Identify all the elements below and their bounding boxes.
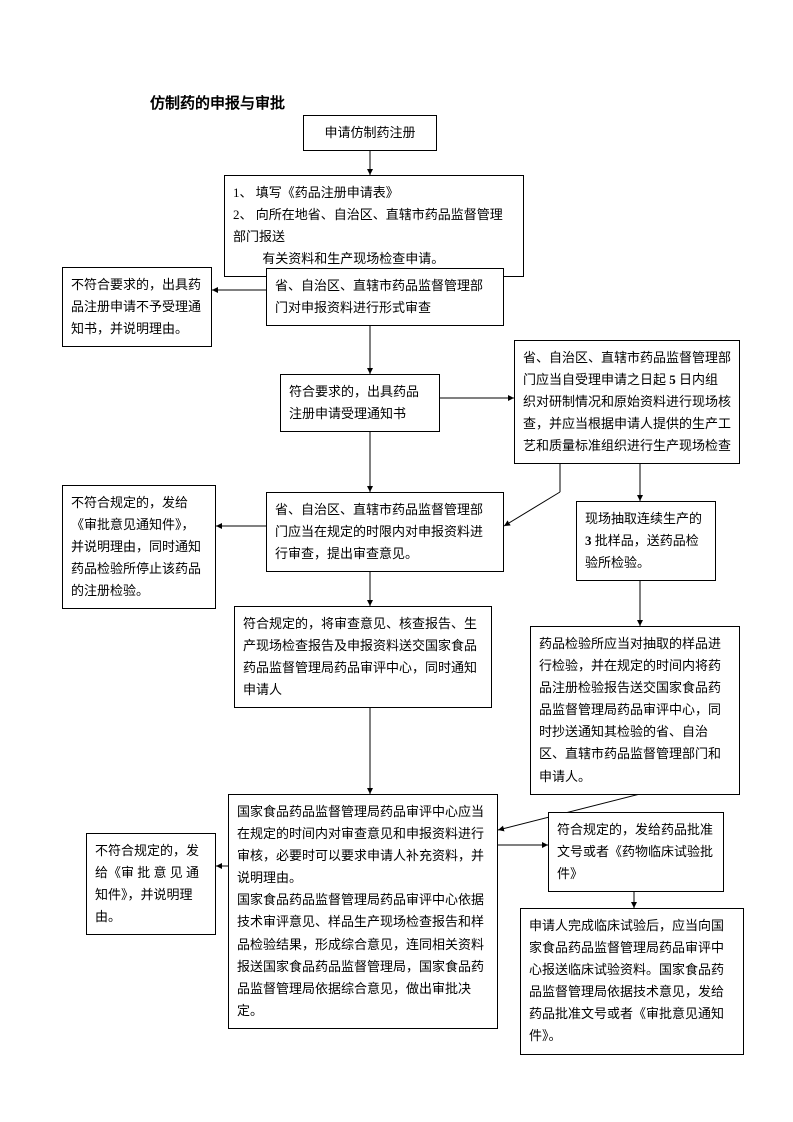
flow-node-n7L: 不符合规定的，发给《审 批 意 见 通 知件》，并说明理由。 [86, 833, 216, 935]
page-title: 仿制药的申报与审批 [150, 92, 285, 113]
flow-node-n4R: 省、自治区、直辖市药品监督管理部门应当自受理申请之日起 5 日内组织对研制情况和… [514, 340, 740, 464]
flow-node-n5: 省、自治区、直辖市药品监督管理部门应当在规定的时限内对申报资料进行审查，提出审查… [266, 492, 504, 572]
flow-node-n7R1: 符合规定的，发给药品批准文号或者《药物临床试验批件》 [548, 812, 724, 892]
flow-node-n1: 申请仿制药注册 [303, 115, 437, 151]
flow-node-n6: 符合规定的，将审查意见、核查报告、生产现场检查报告及申报资料送交国家食品药品监督… [234, 606, 492, 708]
flow-node-n6R: 药品检验所应当对抽取的样品进行检验，并在规定的时间内将药品注册检验报告送交国家食… [530, 626, 740, 795]
flow-node-n7R2: 申请人完成临床试验后，应当向国家食品药品监督管理局药品审评中心报送临床试验资料。… [520, 908, 744, 1055]
flow-node-n5R: 现场抽取连续生产的 3 批样品，送药品检验所检验。 [576, 501, 716, 581]
flow-node-n4: 符合要求的，出具药品注册申请受理通知书 [280, 374, 440, 432]
flow-node-n3: 省、自治区、直辖市药品监督管理部门对申报资料进行形式审查 [266, 268, 504, 326]
flow-node-n3L: 不符合要求的，出具药品注册申请不予受理通知书，并说明理由。 [62, 267, 212, 347]
flow-node-n2: 1、 填写《药品注册申请表》2、 向所在地省、自治区、直辖市药品监督管理部门报送… [224, 175, 524, 277]
flow-node-n7: 国家食品药品监督管理局药品审评中心应当在规定的时间内对审查意见和申报资料进行审核… [228, 794, 498, 1029]
flow-node-n5L: 不符合规定的，发给《审批意见通知件》，并说明理由，同时通知药品检验所停止该药品的… [62, 485, 216, 609]
